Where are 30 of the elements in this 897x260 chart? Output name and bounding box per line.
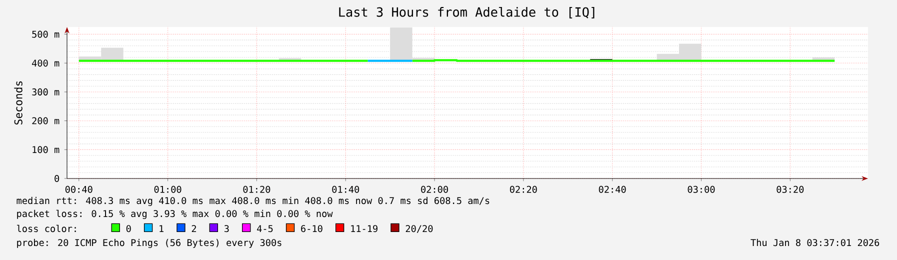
x-tick-label: 03:20 xyxy=(776,186,804,193)
x-tick-label: 00:40 xyxy=(65,186,92,193)
legend-label: 11-19 xyxy=(351,225,378,232)
legend-label: 4-5 xyxy=(257,225,273,232)
legend-label: 1 xyxy=(160,225,164,232)
text: packet loss: 0.15 % avg 3.93 % max 0.00 % min 0.00 % now xyxy=(17,210,333,219)
x-tick-label: 01:00 xyxy=(154,186,182,193)
y-tick-label: 300 m xyxy=(32,88,60,96)
y-axis-title: Seconds xyxy=(14,81,22,124)
x-tick-label: 03:00 xyxy=(688,186,715,193)
legend-label: 20/20 xyxy=(406,225,433,233)
legend-label: 0 xyxy=(126,225,131,232)
y-tick-label: 0 xyxy=(54,174,60,182)
chart-title: Last 3 Hours from Adelaide to [IQ] xyxy=(339,6,594,18)
y-tick-label: 100 m xyxy=(32,146,60,154)
x-tick-label: 02:00 xyxy=(421,186,448,193)
x-tick-label: 02:40 xyxy=(598,186,626,193)
text: Thu Jan 8 03:37:01 2026 xyxy=(750,238,880,246)
x-tick-label: 01:40 xyxy=(332,186,360,193)
y-tick-label: 500 m xyxy=(32,30,60,38)
legend-label: 6-10 xyxy=(301,225,322,232)
legend-label: 3 xyxy=(224,225,229,232)
y-tick-label: 200 m xyxy=(32,117,60,124)
text: median rtt: 408.3 ms avg 410.0 ms max 408.0 ms min 408.0 ms now 0.7 ms sd 608.5 am/s xyxy=(16,196,490,206)
legend-label: 2 xyxy=(192,225,196,232)
x-tick-label: 01:20 xyxy=(243,186,270,193)
x-tick-label: 02:20 xyxy=(510,186,537,193)
y-tick-label: 400 m xyxy=(32,60,60,67)
legend-title: loss color: xyxy=(17,224,76,232)
text: probe: 20 ICMP Echo Pings (56 Bytes) every 300s xyxy=(17,238,282,248)
